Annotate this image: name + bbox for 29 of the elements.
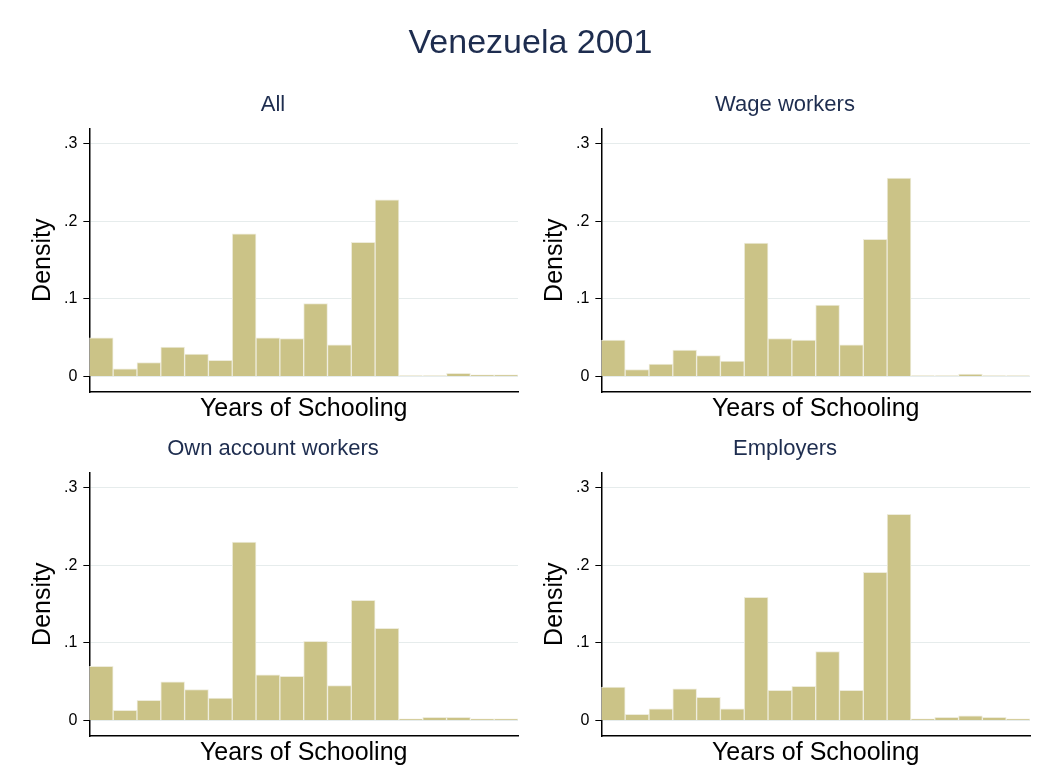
y-tick-label: 0: [68, 366, 78, 384]
y-tick-label: .2: [576, 555, 590, 573]
x-axis-title: Years of Schooling: [711, 392, 920, 421]
y-tick-label: .3: [576, 478, 590, 496]
y-tick-label: .1: [576, 289, 590, 307]
y-tick-label: 0: [68, 710, 78, 728]
y-tick-label: .1: [64, 289, 78, 307]
chart-title: Employers: [733, 435, 837, 461]
y-axis-title: Density: [26, 218, 55, 302]
y-tick-label: .2: [576, 211, 590, 229]
x-axis-title: Years of Schooling: [199, 736, 408, 765]
chart-title: All: [260, 91, 286, 117]
y-axis-title: Density: [538, 562, 567, 646]
y-tick-label: .2: [64, 555, 78, 573]
chart-title: Own account workers: [167, 435, 379, 461]
y-tick-label: .3: [576, 134, 590, 152]
x-axis-title: Years of Schooling: [711, 736, 920, 765]
y-axis-title: Density: [26, 562, 55, 646]
y-tick-label: .3: [64, 134, 78, 152]
y-tick-label: .1: [576, 633, 590, 651]
y-tick-label: 0: [580, 366, 590, 384]
y-axis-title: Density: [538, 218, 567, 302]
chart-title: Wage workers: [715, 91, 855, 117]
x-axis-title: Years of Schooling: [199, 392, 408, 421]
y-tick-label: .2: [64, 211, 78, 229]
y-tick-label: .1: [64, 633, 78, 651]
text: Venezuela 2001: [407, 22, 654, 61]
y-tick-label: 0: [580, 710, 590, 728]
y-tick-label: .3: [64, 478, 78, 496]
